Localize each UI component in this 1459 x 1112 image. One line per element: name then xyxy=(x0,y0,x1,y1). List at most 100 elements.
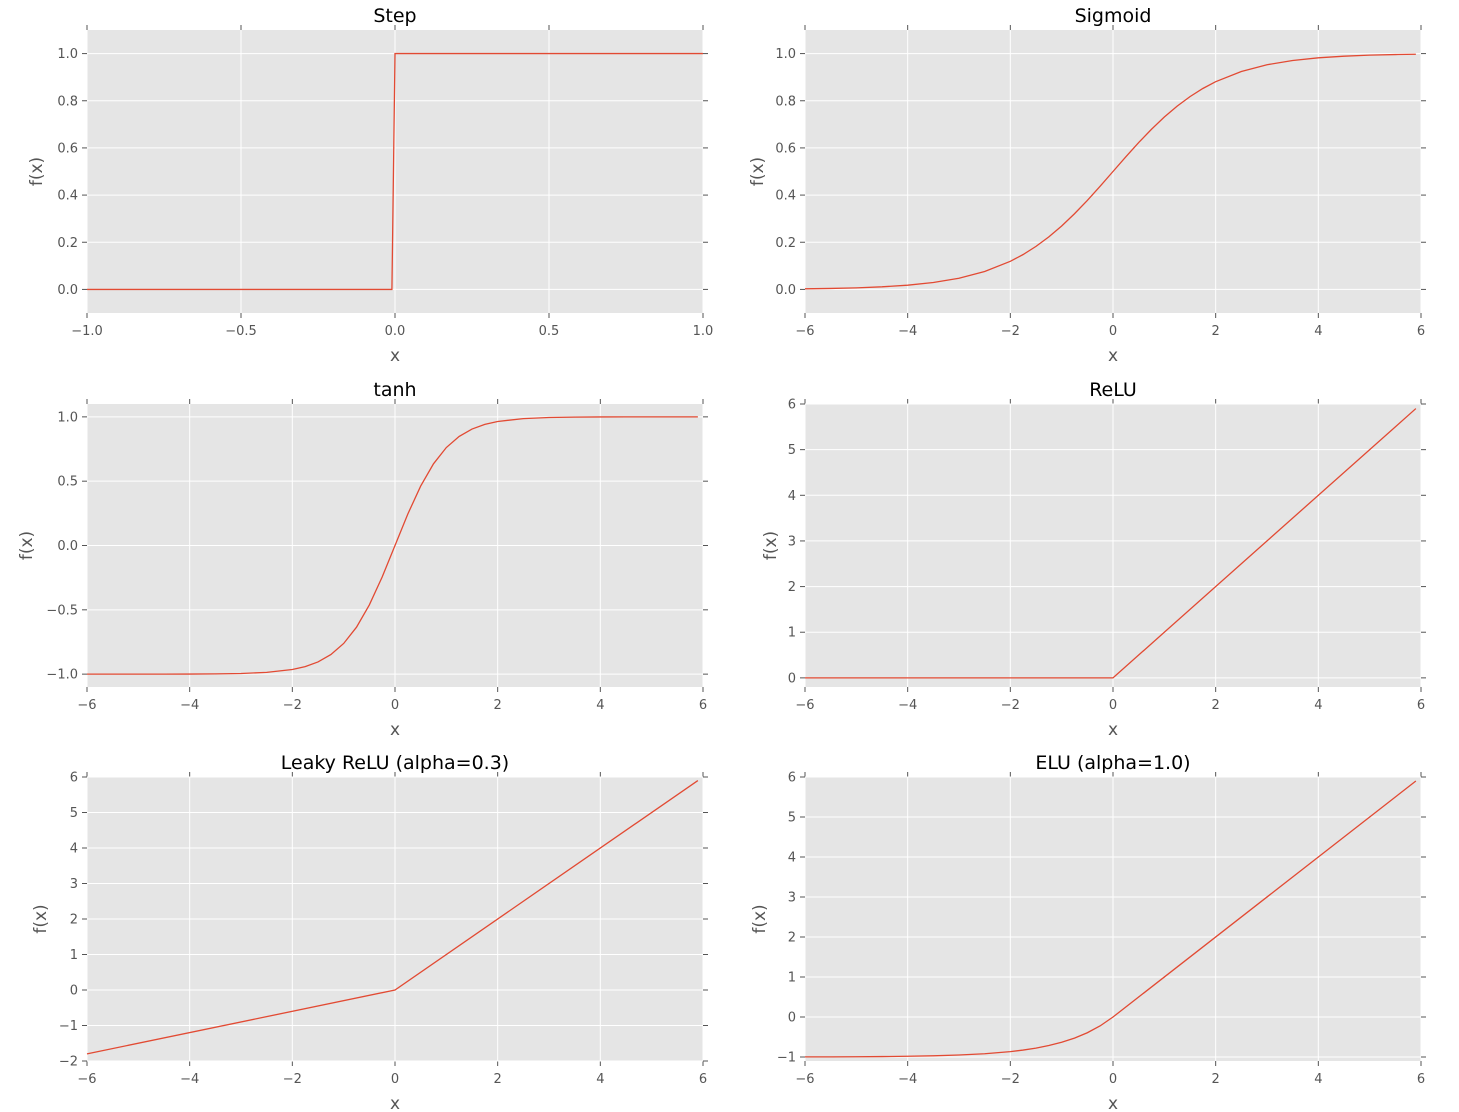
y-tick-label: 0.0 xyxy=(57,283,78,298)
x-tick-label: 6 xyxy=(1417,698,1425,713)
y-tick-label: 0.4 xyxy=(775,189,796,204)
y-tick-label: 1.0 xyxy=(775,47,796,62)
x-tick-label: 2 xyxy=(1212,324,1220,339)
x-tick-label: 4 xyxy=(1314,698,1322,713)
y-tick-label: 1 xyxy=(788,971,796,986)
x-axis-label: x xyxy=(390,346,400,366)
chart-title: ReLU xyxy=(1089,379,1137,401)
x-tick-label: −4 xyxy=(898,1072,917,1087)
y-tick-label: 0 xyxy=(788,1011,796,1026)
subplot-6: −6 −4 −2 0 2 4 6 −1 0 1 2 3 4 5 6 ELU (alpha=1.0) x f(x) xyxy=(750,752,1426,1112)
x-tick-label: 0.5 xyxy=(539,324,560,339)
y-tick-label: 1 xyxy=(70,948,78,963)
x-tick-label: 4 xyxy=(596,698,604,713)
y-tick-label: 0.6 xyxy=(775,141,796,156)
subplot-3: −6 −4 −2 0 2 4 6 −1.0 −0.5 0.0 0.5 1.0 tanh x f(x) xyxy=(17,379,708,740)
y-tick-label: −2 xyxy=(59,1055,78,1070)
y-axis-label: f(x) xyxy=(27,157,47,186)
x-axis-label: x xyxy=(1108,1094,1118,1112)
y-axis-label: f(x) xyxy=(17,531,37,560)
series-line xyxy=(86,780,699,1055)
x-tick-label: −6 xyxy=(795,324,814,339)
y-tick-label: 6 xyxy=(788,771,796,786)
x-tick-label: 0 xyxy=(1109,698,1117,713)
x-tick-label: 2 xyxy=(494,1072,502,1087)
y-tick-label: 0.8 xyxy=(57,94,78,109)
x-tick-label: −4 xyxy=(180,698,199,713)
series-line xyxy=(805,408,1417,679)
x-tick-label: −2 xyxy=(283,698,302,713)
y-axis-label: f(x) xyxy=(31,904,51,933)
x-tick-label: −2 xyxy=(1001,698,1020,713)
y-tick-label: −0.5 xyxy=(46,603,78,618)
x-tick-label: 4 xyxy=(1314,324,1322,339)
x-tick-label: −6 xyxy=(795,1072,814,1087)
x-tick-label: −4 xyxy=(180,1072,199,1087)
y-tick-label: 1.0 xyxy=(57,47,78,62)
y-tick-label: 5 xyxy=(788,811,796,826)
y-tick-label: 0.4 xyxy=(57,189,78,204)
x-tick-label: 0 xyxy=(1109,324,1117,339)
y-tick-label: 2 xyxy=(70,913,78,928)
y-tick-label: −1 xyxy=(777,1051,796,1066)
y-tick-label: 5 xyxy=(788,443,796,458)
x-tick-label: 6 xyxy=(1417,324,1425,339)
series-line xyxy=(804,53,1416,290)
series-line xyxy=(87,416,698,675)
x-tick-label: 0.0 xyxy=(385,324,406,339)
y-tick-label: 0.2 xyxy=(57,236,78,251)
x-tick-label: −0.5 xyxy=(225,324,257,339)
chart-title: ELU (alpha=1.0) xyxy=(1035,752,1190,774)
x-tick-label: −1.0 xyxy=(71,324,103,339)
y-tick-label: 6 xyxy=(70,771,78,786)
y-tick-label: 0.5 xyxy=(57,475,78,490)
x-tick-label: 2 xyxy=(494,698,502,713)
y-tick-label: 5 xyxy=(70,806,78,821)
x-tick-label: 1.0 xyxy=(693,324,714,339)
x-tick-label: 6 xyxy=(699,698,707,713)
x-tick-label: 2 xyxy=(1212,698,1220,713)
series-line xyxy=(87,52,703,291)
y-tick-label: 0.6 xyxy=(57,141,78,156)
chart-title: Sigmoid xyxy=(1075,5,1152,27)
x-axis-label: x xyxy=(1108,720,1118,740)
x-tick-label: 4 xyxy=(596,1072,604,1087)
x-tick-label: −4 xyxy=(898,324,917,339)
x-tick-label: −2 xyxy=(283,1072,302,1087)
y-tick-label: −1 xyxy=(59,1019,78,1034)
x-tick-label: 0 xyxy=(391,1072,399,1087)
y-tick-label: 2 xyxy=(788,931,796,946)
x-tick-label: −4 xyxy=(898,698,917,713)
chart-title: Step xyxy=(373,5,416,27)
x-tick-label: 6 xyxy=(1417,1072,1425,1087)
y-tick-label: 4 xyxy=(788,851,796,866)
y-axis-label: f(x) xyxy=(748,157,768,186)
x-tick-label: −6 xyxy=(795,698,814,713)
y-tick-label: 0.2 xyxy=(775,236,796,251)
x-tick-label: −6 xyxy=(77,1072,96,1087)
y-tick-label: 3 xyxy=(70,877,78,892)
chart-title: Leaky ReLU (alpha=0.3) xyxy=(281,752,509,774)
y-tick-label: 0.8 xyxy=(775,94,796,109)
x-tick-label: −2 xyxy=(1001,1072,1020,1087)
x-tick-label: −6 xyxy=(77,698,96,713)
subplot-2: −6 −4 −2 0 2 4 6 0.0 0.2 0.4 0.6 0.8 1.0 Sigmoid x f(x) xyxy=(748,5,1426,366)
subplot-5: −6 −4 −2 0 2 4 6 −2 −1 0 1 2 3 4 5 6 Leaky ReLU (alpha=0… xyxy=(31,752,708,1112)
x-tick-label: 0 xyxy=(391,698,399,713)
y-tick-label: 4 xyxy=(70,842,78,857)
x-tick-label: 2 xyxy=(1212,1072,1220,1087)
y-tick-label: 0.0 xyxy=(775,283,796,298)
x-axis-label: x xyxy=(390,1094,400,1112)
chart-title: tanh xyxy=(373,379,416,401)
x-tick-label: 4 xyxy=(1314,1072,1322,1087)
x-axis-label: x xyxy=(1108,346,1118,366)
y-tick-label: 0 xyxy=(788,671,796,686)
y-tick-label: 3 xyxy=(788,891,796,906)
subplot-1: −1.0 −0.5 0.0 0.5 1.0 0.0 0.2 0.4 0.6 0.8 1.0 Step x… xyxy=(27,5,713,366)
y-tick-label: 1 xyxy=(788,626,796,641)
y-tick-label: 2 xyxy=(788,580,796,595)
y-tick-label: 1.0 xyxy=(57,410,78,425)
y-tick-label: −1.0 xyxy=(46,668,78,683)
x-tick-label: 6 xyxy=(699,1072,707,1087)
